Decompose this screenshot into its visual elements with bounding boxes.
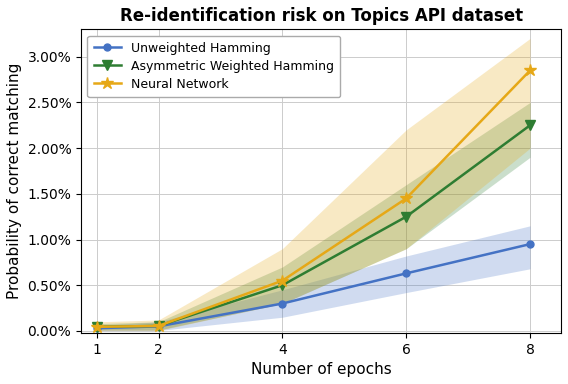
Asymmetric Weighted Hamming xyxy=(527,123,533,127)
Unweighted Hamming xyxy=(279,301,286,306)
Legend: Unweighted Hamming, Asymmetric Weighted Hamming, Neural Network: Unweighted Hamming, Asymmetric Weighted … xyxy=(87,36,340,97)
Line: Unweighted Hamming: Unweighted Hamming xyxy=(93,241,533,332)
Asymmetric Weighted Hamming xyxy=(155,324,162,328)
Asymmetric Weighted Hamming xyxy=(279,283,286,288)
Unweighted Hamming xyxy=(155,324,162,329)
Line: Neural Network: Neural Network xyxy=(90,64,536,333)
Neural Network xyxy=(93,324,100,329)
Asymmetric Weighted Hamming xyxy=(93,324,100,329)
Title: Re-identification risk on Topics API dataset: Re-identification risk on Topics API dat… xyxy=(119,7,523,25)
Unweighted Hamming xyxy=(93,326,100,331)
X-axis label: Number of epochs: Number of epochs xyxy=(250,362,391,377)
Neural Network xyxy=(527,68,533,73)
Neural Network xyxy=(403,196,410,201)
Neural Network xyxy=(279,278,286,283)
Unweighted Hamming xyxy=(527,242,533,247)
Unweighted Hamming xyxy=(403,271,410,276)
Line: Asymmetric Weighted Hamming: Asymmetric Weighted Hamming xyxy=(91,121,535,332)
Asymmetric Weighted Hamming xyxy=(403,214,410,219)
Neural Network xyxy=(155,324,162,328)
Y-axis label: Probability of correct matching: Probability of correct matching xyxy=(7,63,22,299)
